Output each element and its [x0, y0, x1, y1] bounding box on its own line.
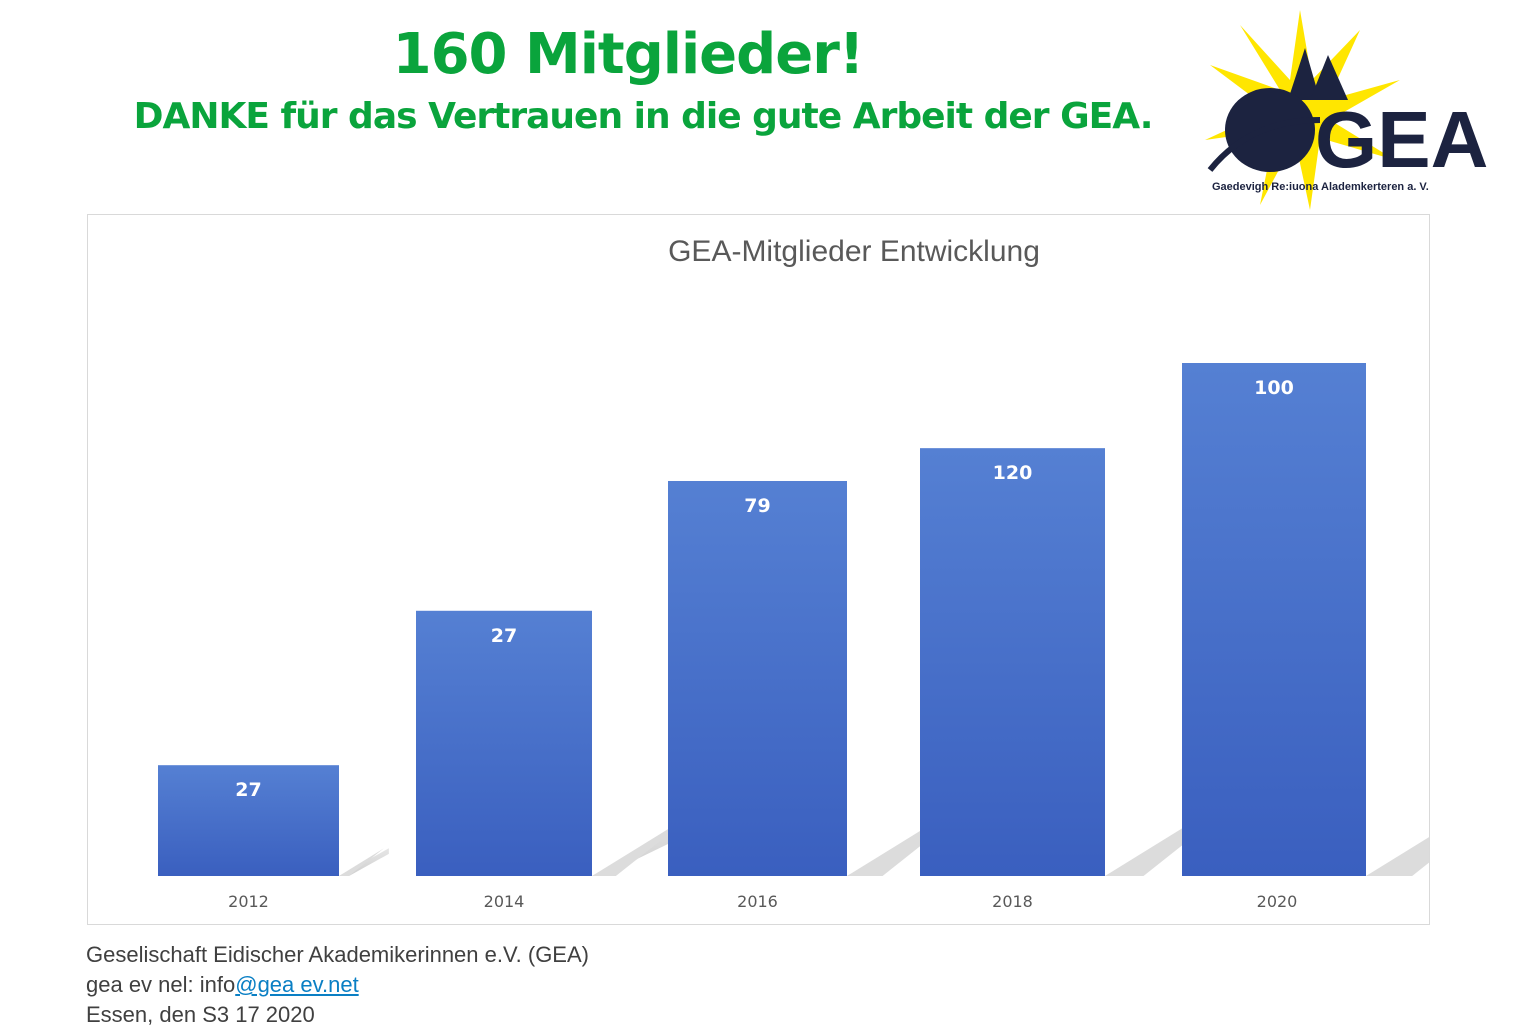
footer-org: Geselischaft Eidischer Akademikerinnen e… — [86, 942, 589, 967]
bar-2016 — [668, 480, 847, 876]
gea-logo: GEA Gaedevigh Re:iuona Alademkerteren a.… — [1205, 10, 1488, 210]
bar-2014 — [416, 610, 592, 876]
bar-shadow — [339, 848, 384, 876]
bar-shadow — [1366, 771, 1536, 876]
bar-chart: GEA-Mitglieder Entwicklung 27 2012 27 2014 7… — [158, 235, 1536, 911]
x-tick-label: 2014 — [484, 892, 525, 911]
triangle-icon — [1288, 48, 1320, 100]
page-subtitle: DANKE für das Vertrauen in die gute Arbe… — [133, 96, 1154, 137]
logo-tagline: Gaedevigh Re:iuona Alademkerteren a. V. — [1212, 181, 1429, 193]
chart-area: GEA-Mitglieder Entwicklung 27 2012 27 2014 7… — [87, 214, 1536, 925]
x-tick-label: 2018 — [992, 892, 1033, 911]
data-label: 27 — [491, 625, 517, 647]
page-title: 160 Mitglieder! — [392, 22, 865, 87]
logo-text: GEA — [1315, 95, 1488, 184]
x-tick-label: 2016 — [737, 892, 778, 911]
footer-contact: gea ev nel: info@gea ev.net — [86, 970, 589, 1000]
data-label: 79 — [744, 495, 770, 517]
triangle-icon — [1310, 55, 1348, 100]
data-label: 120 — [993, 462, 1033, 484]
chart-title: GEA-Mitglieder Entwicklung — [668, 235, 1040, 268]
bar-2018 — [920, 448, 1105, 876]
x-tick-label: 2020 — [1257, 892, 1298, 911]
footer-date: Essen, den S3 17 2020 — [86, 1002, 315, 1027]
footer: Geselischaft Eidischer Akademikerinnen e… — [86, 940, 589, 1030]
data-label: 100 — [1254, 377, 1294, 399]
data-label: 27 — [235, 779, 261, 801]
email-link[interactable]: @gea ev.net — [235, 972, 359, 997]
bar-2012 — [158, 765, 339, 876]
bar-2020 — [1182, 363, 1366, 876]
x-tick-label: 2012 — [228, 892, 269, 911]
footer-contact-prefix: gea ev nel: info — [86, 972, 236, 997]
bar-shadow — [592, 809, 700, 876]
